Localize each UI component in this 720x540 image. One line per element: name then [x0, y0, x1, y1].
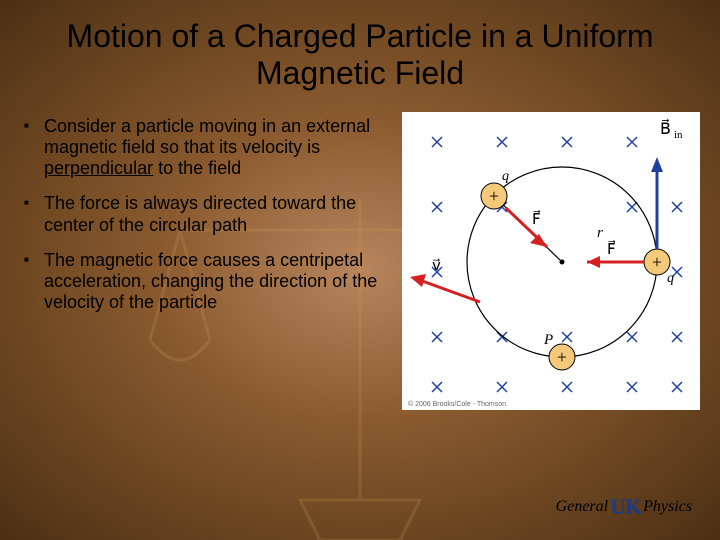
footer-general: General [556, 498, 608, 516]
svg-text:F⃗: F⃗ [532, 209, 541, 228]
svg-text:P: P [543, 332, 553, 348]
svg-text:q: q [667, 271, 674, 286]
bullet-item: The magnetic force causes a centripetal … [20, 250, 390, 314]
bullet-text-post: to the field [153, 158, 241, 178]
svg-text:F⃗: F⃗ [607, 239, 616, 258]
footer-physics: Physics [643, 498, 692, 516]
svg-text:v⃗: v⃗ [432, 258, 441, 274]
svg-text:+: + [489, 186, 499, 206]
bullet-item: The force is always directed toward the … [20, 193, 390, 235]
bullet-text-pre: Consider a particle moving in an externa… [44, 116, 370, 157]
svg-text:q: q [502, 169, 509, 184]
uk-logo: UK [610, 494, 641, 520]
bullet-item: Consider a particle moving in an externa… [20, 116, 390, 180]
svg-text:r: r [597, 225, 603, 241]
physics-diagram: r + q F⃗ + q F⃗ + P [402, 112, 700, 410]
svg-text:© 2006 Brooks/Cole - Thomson: © 2006 Brooks/Cole - Thomson [408, 400, 506, 408]
svg-text:+: + [652, 252, 662, 272]
svg-text:B⃗: B⃗ [660, 118, 671, 138]
slide-title: Motion of a Charged Particle in a Unifor… [0, 0, 720, 104]
footer: General UK Physics [556, 494, 692, 520]
svg-text:+: + [557, 347, 567, 367]
svg-text:in: in [674, 129, 683, 141]
bullet-text-underline: perpendicular [44, 158, 153, 178]
